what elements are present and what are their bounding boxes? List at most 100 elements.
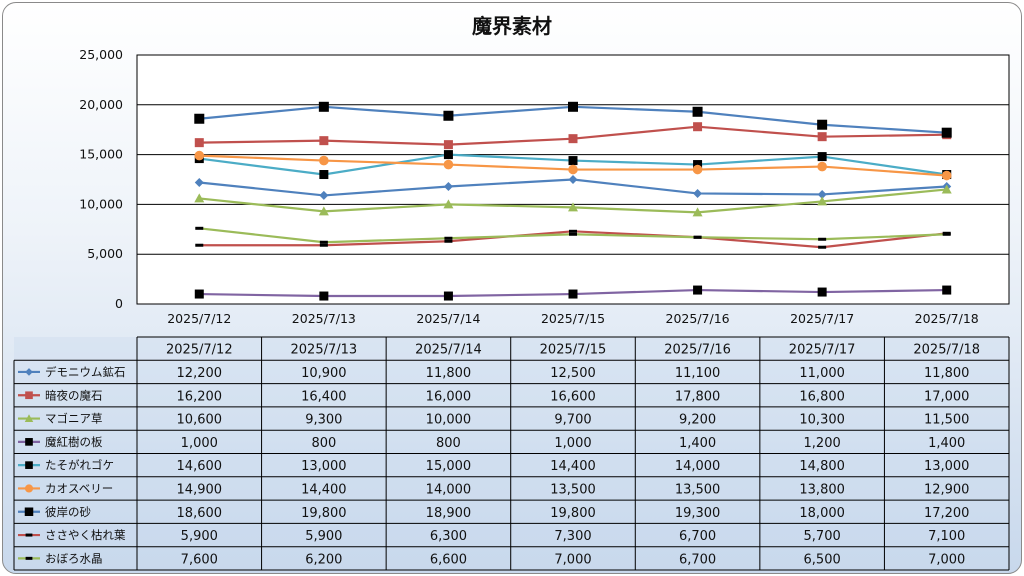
- data-point: [693, 160, 703, 170]
- table-cell: 12,500: [550, 366, 596, 381]
- legend-key-marker: [25, 391, 33, 400]
- table-cell: 800: [436, 436, 461, 451]
- table-cell: 7,100: [928, 529, 965, 544]
- data-point: [692, 207, 703, 217]
- table-cell: 14,400: [550, 459, 596, 474]
- table-header-cell: 2025/7/13: [291, 343, 358, 358]
- x-tick-label: 2025/7/17: [790, 311, 854, 326]
- data-point: [693, 122, 703, 132]
- data-point: [443, 110, 454, 121]
- table-cell: 19,300: [675, 506, 721, 521]
- table-cell: 6,700: [679, 552, 716, 567]
- data-point: [443, 150, 453, 160]
- table-cell: 1,400: [928, 436, 965, 451]
- table-cell: 5,900: [305, 529, 342, 544]
- table-cell: 11,800: [426, 366, 472, 381]
- legend-key-marker: [24, 414, 34, 422]
- table-cell: 800: [311, 436, 336, 451]
- y-tick-label: 5,000: [87, 246, 123, 261]
- table-cell: 13,800: [799, 482, 845, 497]
- table-cell: 7,300: [554, 529, 591, 544]
- data-point: [319, 136, 329, 146]
- x-tick-label: 2025/7/18: [915, 311, 979, 326]
- table-cell: 14,900: [177, 482, 223, 497]
- legend-key-marker: [25, 533, 33, 537]
- table-cell: 13,500: [675, 482, 721, 497]
- data-point: [817, 189, 827, 199]
- table-header-cell: 2025/7/17: [789, 343, 856, 358]
- data-point: [817, 119, 828, 130]
- table-cell: 6,200: [305, 552, 342, 567]
- data-point: [195, 243, 204, 247]
- table-cell: 14,000: [675, 459, 721, 474]
- table-cell: 6,600: [430, 552, 467, 567]
- data-point: [941, 170, 952, 181]
- data-point: [194, 177, 204, 187]
- data-point: [443, 291, 453, 301]
- table-cell: 19,800: [301, 506, 347, 521]
- table-cell: 10,300: [799, 413, 845, 428]
- data-point: [817, 152, 827, 162]
- table-cell: 16,600: [550, 389, 596, 404]
- data-point: [693, 235, 702, 239]
- table-cell: 7,600: [181, 552, 218, 567]
- table-header-cell: 2025/7/16: [664, 343, 731, 358]
- table-cell: 9,300: [305, 413, 342, 428]
- legend-label: デモニウム鉱石: [45, 365, 126, 379]
- x-tick-label: 2025/7/15: [541, 311, 605, 326]
- data-point: [568, 156, 578, 166]
- table-cell: 18,000: [799, 506, 845, 521]
- data-point: [443, 140, 453, 150]
- table-cell: 15,000: [426, 459, 472, 474]
- data-point: [195, 226, 204, 230]
- x-tick-label: 2025/7/14: [416, 311, 480, 326]
- table-cell: 10,000: [426, 413, 472, 428]
- data-point: [194, 138, 204, 148]
- data-point: [942, 232, 951, 236]
- table-cell: 19,800: [550, 506, 596, 521]
- data-point: [568, 134, 578, 144]
- data-point: [444, 239, 453, 243]
- table-cell: 10,600: [177, 413, 223, 428]
- data-point: [693, 285, 703, 295]
- table-cell: 11,000: [799, 366, 845, 381]
- table-cell: 14,800: [799, 459, 845, 474]
- data-point: [443, 181, 453, 191]
- data-point: [444, 236, 453, 240]
- table-cell: 17,000: [924, 389, 970, 404]
- table-cell: 5,700: [804, 529, 841, 544]
- data-point: [443, 159, 454, 170]
- legend-label: マゴニア草: [45, 412, 103, 426]
- data-point: [194, 150, 205, 161]
- x-tick-label: 2025/7/13: [292, 311, 356, 326]
- table-cell: 6,300: [430, 529, 467, 544]
- x-tick-label: 2025/7/12: [167, 311, 231, 326]
- table-cell: 17,800: [675, 389, 721, 404]
- legend-label: 暗夜の魔石: [45, 388, 103, 402]
- table-cell: 1,400: [679, 436, 716, 451]
- table-cell: 1,200: [804, 436, 841, 451]
- table-cell: 6,700: [679, 529, 716, 544]
- table-cell: 6,500: [804, 552, 841, 567]
- data-point: [817, 287, 827, 297]
- legend-key-marker: [25, 438, 33, 446]
- table-cell: 13,000: [924, 459, 970, 474]
- table-cell: 14,400: [301, 482, 347, 497]
- table-cell: 11,500: [924, 413, 970, 428]
- data-point: [817, 132, 827, 142]
- table-cell: 17,200: [924, 506, 970, 521]
- table-cell: 7,000: [928, 552, 965, 567]
- table-header-cell: 2025/7/15: [540, 343, 607, 358]
- data-point: [319, 291, 329, 301]
- table-cell: 16,800: [799, 389, 845, 404]
- table-cell: 13,500: [550, 482, 596, 497]
- table-header-cell: 2025/7/18: [913, 343, 980, 358]
- data-point: [817, 196, 828, 206]
- data-point: [818, 237, 827, 241]
- table-cell: 12,200: [177, 366, 223, 381]
- legend-label: ささやく枯れ葉: [45, 528, 126, 542]
- table-cell: 16,200: [177, 389, 223, 404]
- legend-label: 彼岸の砂: [45, 505, 91, 519]
- table-cell: 13,000: [301, 459, 347, 474]
